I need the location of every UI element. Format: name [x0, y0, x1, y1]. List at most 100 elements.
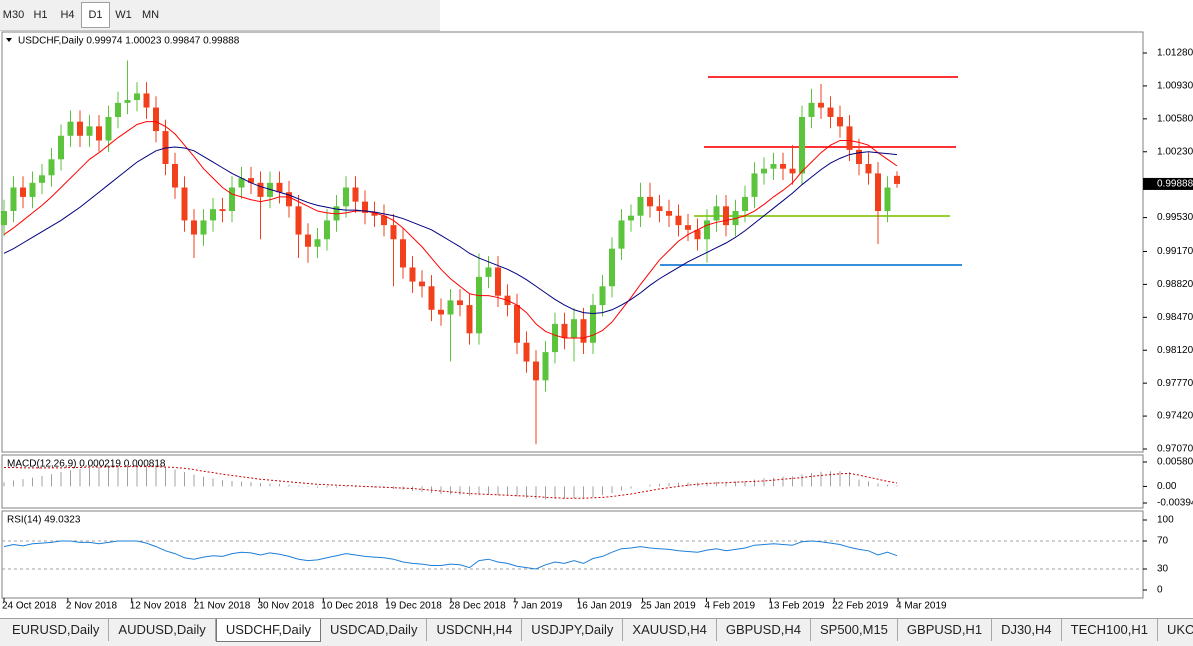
x-tick-label: 19 Dec 2018	[385, 601, 442, 612]
x-tick-label: 4 Feb 2019	[704, 601, 755, 612]
timeframe-button[interactable]: W1	[115, 9, 132, 21]
candle-body	[362, 201, 368, 213]
x-tick-label: 28 Dec 2018	[449, 601, 506, 612]
chart-tab[interactable]: UKC	[1158, 619, 1193, 641]
chart-tab[interactable]: USDCHF,Daily	[215, 619, 322, 642]
timeframe-button[interactable]: H1	[33, 9, 48, 21]
candle-body	[751, 173, 758, 197]
y-tick-label: 70	[1157, 536, 1169, 547]
candle-body	[723, 206, 729, 226]
candle-body	[685, 225, 691, 230]
chart-tab[interactable]: SP500,M15	[811, 619, 898, 641]
chart-tab[interactable]: TECH100,H1	[1062, 619, 1158, 641]
candle-body	[115, 102, 121, 117]
chart-tab[interactable]: XAUUSD,H4	[623, 619, 717, 641]
timeframe-button[interactable]: D1	[81, 2, 110, 28]
chart-tab[interactable]: USDCNH,H4	[427, 619, 523, 641]
candle-body	[86, 126, 93, 136]
candle-body	[466, 305, 473, 334]
x-tick-label: 10 Dec 2018	[321, 601, 378, 612]
candle-body	[210, 209, 216, 221]
y-tick-label: 0.005802	[1157, 457, 1193, 468]
y-tick-label: -0.00394	[1157, 498, 1193, 509]
candle-body	[286, 192, 292, 207]
timeframe-button[interactable]: M30	[2, 9, 25, 21]
candle-body	[818, 102, 824, 108]
candle-body	[20, 187, 26, 197]
y-tick-label: 0.97420	[1157, 411, 1193, 422]
chart-tab[interactable]: DJ30,H4	[992, 619, 1062, 641]
candle-body	[1, 211, 7, 226]
y-tick-label: 0.99170	[1157, 246, 1193, 257]
candle-body	[827, 107, 834, 117]
x-tick-label: 12 Nov 2018	[130, 601, 187, 612]
candle-body	[628, 215, 634, 221]
y-tick-label: 1.00230	[1157, 146, 1193, 157]
rsi-line	[3, 540, 898, 570]
candle-body	[761, 168, 767, 174]
chart-tab[interactable]: EURUSD,Daily	[3, 619, 110, 641]
candle-body	[495, 267, 501, 296]
candle-body	[58, 135, 64, 160]
chart-tab[interactable]: USDJPY,Daily	[522, 619, 624, 641]
x-tick-label: 30 Nov 2018	[257, 601, 314, 612]
candle-body	[808, 102, 815, 117]
candle-body	[561, 323, 568, 339]
candle-body	[618, 220, 625, 249]
candle-body	[884, 187, 891, 212]
x-tick-label: 21 Nov 2018	[194, 601, 251, 612]
x-tick-label: 25 Jan 2019	[641, 601, 696, 612]
candle-body	[105, 116, 112, 141]
candle-body	[257, 182, 264, 197]
chart-tab[interactable]: AUDUSD,Daily	[109, 619, 216, 641]
candle-body	[542, 352, 549, 381]
last-price-label: 0.99888	[1157, 179, 1193, 190]
y-tick-label: 0.00	[1157, 481, 1177, 492]
last-price-box	[1143, 177, 1193, 190]
candle-body	[485, 267, 492, 277]
candle-body	[476, 276, 482, 334]
pane-title: RSI(14) 49.0323	[7, 515, 81, 526]
candle-body	[656, 206, 663, 212]
candle-body	[191, 220, 197, 235]
pane-frame	[1, 454, 1144, 509]
candle-body	[409, 267, 416, 282]
candle-body	[856, 149, 862, 164]
candle-body	[770, 163, 777, 169]
pane-title: MACD(12,26,9) 0.000219 0.000818	[7, 459, 166, 470]
y-tick-label: 30	[1157, 564, 1169, 575]
candle-body	[29, 182, 36, 197]
candle-body	[371, 212, 378, 216]
chart-tabs: EURUSD,Daily AUDUSD,Daily USDCHF,Daily USDC…	[0, 618, 1193, 646]
x-tick-label: 13 Feb 2019	[768, 601, 825, 612]
candle-body	[647, 196, 653, 207]
x-tick-label: 4 Mar 2019	[896, 601, 947, 612]
candle-body	[837, 116, 843, 127]
chart-tab[interactable]: GBPUSD,H4	[717, 619, 811, 641]
x-tick-label: 2 Nov 2018	[66, 601, 118, 612]
pane-frame	[1, 510, 1144, 599]
candle-body	[305, 234, 311, 247]
candle-body	[276, 182, 283, 193]
candle-body	[248, 178, 254, 183]
chart-tab[interactable]: USDCAD,Daily	[321, 619, 428, 641]
timeframe-button[interactable]: H4	[60, 9, 75, 21]
y-tick-label: 0.98120	[1157, 345, 1193, 356]
candle-body	[390, 225, 397, 240]
timeframe-button[interactable]: MN	[141, 9, 160, 21]
y-tick-label: 0.98470	[1157, 312, 1193, 323]
candle-body	[134, 93, 140, 101]
candle-body	[694, 229, 701, 240]
chart-tab[interactable]: GBPUSD,H1	[898, 619, 993, 641]
y-tick-label: 0	[1157, 585, 1163, 596]
candle-body	[599, 286, 606, 306]
candle-body	[552, 323, 558, 353]
moving-average	[3, 121, 898, 339]
candle-body	[181, 187, 188, 221]
x-tick-label: 7 Jan 2019	[513, 601, 563, 612]
candle-body	[314, 239, 321, 247]
candle-body	[666, 211, 672, 216]
candle-body	[219, 209, 226, 212]
y-tick-label: 0.97070	[1157, 444, 1193, 455]
